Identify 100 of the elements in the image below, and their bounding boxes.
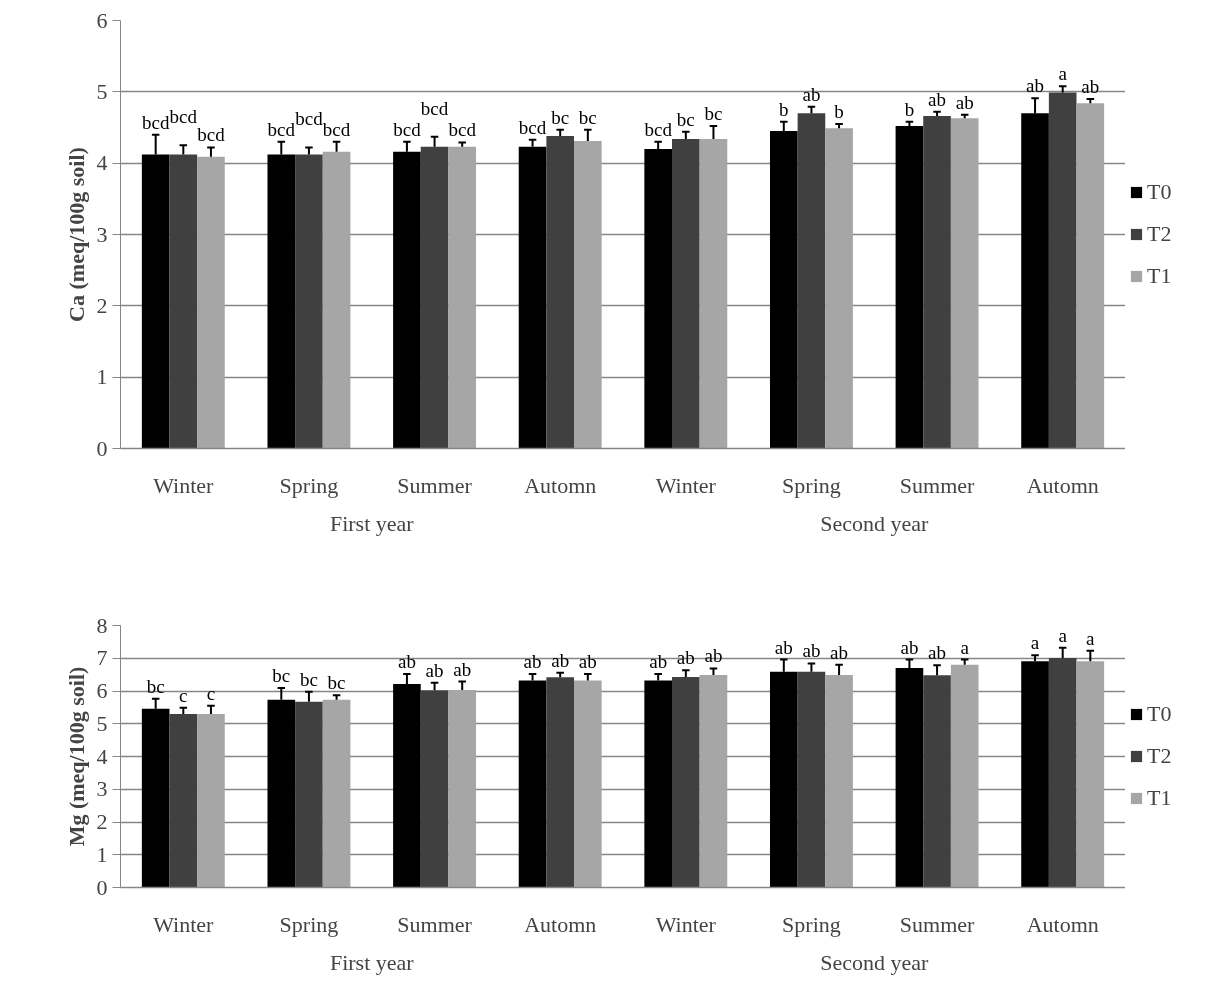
bar [699, 138, 728, 449]
data-label: ab [928, 642, 947, 664]
bar [574, 680, 602, 888]
data-label: bc [676, 108, 695, 130]
bar [169, 154, 198, 449]
bar [448, 146, 477, 449]
data-label: bcd [518, 116, 547, 138]
y-tick-label: 8 [96, 612, 108, 638]
data-label: ab [900, 636, 919, 658]
bar [295, 154, 323, 449]
bar [574, 141, 602, 449]
data-label: bcd [267, 118, 296, 140]
x-tick-label: Automn [1026, 911, 1099, 937]
data-label: bc [704, 103, 723, 125]
y-tick-label: 1 [96, 364, 108, 390]
y-tick-label: 6 [96, 678, 108, 703]
data-label: bc [299, 668, 318, 690]
x-tick-label: Winter [153, 911, 215, 937]
legend-label: T0 [1147, 179, 1172, 205]
data-label: ab [802, 83, 821, 105]
bar [295, 701, 323, 888]
data-label: ab [830, 641, 849, 663]
x-tick-label: Spring [279, 472, 339, 498]
legend-label: T0 [1147, 701, 1172, 727]
data-label: ab [1026, 75, 1045, 97]
data-label: a [1058, 624, 1068, 646]
y-tick-label: 3 [96, 221, 108, 247]
y-tick-label: 0 [96, 874, 108, 900]
data-label: ab [955, 91, 974, 113]
data-label: bcd [644, 118, 673, 140]
bar [895, 126, 924, 449]
bar [923, 116, 951, 449]
y-tick-label: 6 [96, 7, 108, 33]
bar [825, 674, 853, 888]
bar [448, 690, 477, 888]
x-tick-label: Automn [524, 472, 597, 498]
x-tick-label: Summer [397, 911, 473, 937]
data-label: ab [578, 650, 597, 672]
bar [825, 128, 853, 449]
y-tick-label: 2 [96, 292, 108, 318]
bar [1076, 661, 1105, 888]
data-label: c [179, 684, 188, 706]
data-label: ab [551, 649, 570, 671]
data-label: bc [551, 106, 570, 128]
data-label: bcd [393, 118, 422, 140]
x-tick-label: Spring [782, 911, 841, 937]
y-tick-label: 7 [96, 645, 108, 671]
x-tick-label: Spring [782, 472, 841, 498]
bar [169, 713, 198, 888]
y-tick-label: 3 [96, 776, 108, 802]
bar [671, 138, 700, 449]
data-label: c [206, 682, 216, 704]
data-label: bc [272, 665, 291, 687]
data-label: bc [327, 672, 346, 694]
y-tick-label: 2 [96, 809, 108, 834]
data-label: ab [425, 659, 444, 681]
legend-label: T1 [1147, 785, 1172, 811]
data-label: ab [704, 645, 723, 667]
data-label: ab [397, 650, 416, 672]
data-label: ab [649, 650, 668, 672]
data-label: ab [523, 650, 542, 672]
data-label: ab [1081, 75, 1100, 97]
data-label: bc [146, 675, 165, 697]
bar [699, 674, 728, 888]
data-label: ab [928, 88, 947, 110]
bar [797, 113, 826, 449]
y-tick-label: 0 [96, 435, 108, 461]
bar [950, 664, 979, 888]
legend-label: T2 [1147, 743, 1172, 769]
x-tick-label: Winter [655, 472, 717, 498]
bar [797, 671, 826, 888]
x-tick-label: Automn [524, 911, 597, 937]
data-label: a [960, 636, 970, 658]
x-tick-label: Summer [397, 472, 473, 498]
data-label: ab [676, 647, 695, 669]
data-label: bc [578, 106, 597, 128]
y-tick-label: 5 [96, 78, 108, 104]
data-label: bcd [295, 108, 324, 130]
y-axis-title: Mg (meq/100g soil) [63, 666, 89, 847]
data-label: bcd [420, 97, 449, 119]
x-tick-label: Winter [655, 911, 717, 937]
data-label: a [1030, 632, 1040, 654]
bar [322, 699, 351, 888]
x-tick-label: Summer [899, 472, 976, 498]
bar [1076, 103, 1105, 449]
y-tick-label: 1 [96, 841, 108, 867]
x-tick-label: Summer [899, 911, 976, 937]
text: First year [329, 949, 415, 975]
bar [197, 156, 225, 449]
data-label: a [1058, 63, 1068, 85]
bar [420, 146, 449, 449]
bar [1048, 657, 1077, 888]
x-tick-label: Winter [153, 472, 215, 498]
y-tick-label: 5 [96, 710, 108, 736]
bar [546, 677, 575, 888]
data-label: b [834, 100, 844, 122]
data-label: ab [774, 636, 793, 658]
legend-label: T1 [1147, 263, 1172, 289]
data-label: b [904, 98, 915, 120]
data-label: bcd [448, 119, 477, 141]
